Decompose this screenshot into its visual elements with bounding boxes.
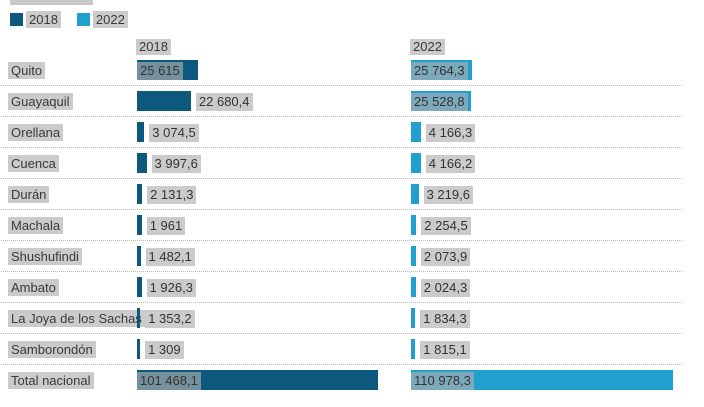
title-placeholder-bar: [10, 0, 93, 5]
value-label-2018: 22 680,4: [195, 93, 253, 111]
chart-row: Guayaquil 22 680,4 25 528,8: [0, 86, 704, 117]
legend: 2018 2022: [10, 11, 128, 28]
bar-2018: [137, 153, 147, 173]
bar-2022: [411, 246, 416, 266]
legend-swatch-2018: [10, 13, 23, 26]
value-label-2018: 1 926,3: [146, 279, 196, 297]
chart-row: Cuenca 3 997,6 4 166,2: [0, 148, 704, 179]
row-label: Durán: [8, 186, 50, 203]
value-label-2018: 2 131,3: [147, 186, 197, 204]
chart-row: Quito 25 615 25 764,3: [0, 55, 704, 86]
value-label-2022: 110 978,3: [411, 372, 474, 390]
row-label: La Joya de los Sachas: [8, 310, 145, 327]
value-label-2018: 101 468,1: [137, 372, 201, 390]
legend-label: 2018: [26, 11, 61, 28]
chart-row: Orellana 3 074,5 4 166,3: [0, 117, 704, 148]
column-header-2018: 2018: [136, 39, 171, 55]
value-label-2018: 25 615: [137, 62, 183, 80]
row-label: Samborondón: [8, 341, 96, 358]
value-label-2022: 4 166,3: [425, 124, 476, 142]
bar-2018: [137, 277, 142, 297]
bar-2022: [411, 277, 416, 297]
bar-2018: [137, 184, 143, 204]
value-label-2022: 25 528,8: [411, 93, 468, 111]
value-label-2018: 1 353,2: [145, 310, 195, 328]
value-label-2022: 2 024,3: [420, 279, 471, 297]
row-label: Machala: [8, 217, 64, 234]
bar-2018: [137, 215, 142, 235]
chart-row: La Joya de los Sachas 1 353,2 1 834,3: [0, 303, 704, 334]
value-label-2018: 1 482,1: [145, 248, 195, 266]
bar-2018: [137, 91, 191, 111]
value-label-2022: 3 219,6: [423, 186, 473, 204]
bar-2022: [411, 153, 421, 173]
bar-2022: [411, 370, 673, 390]
chart-row: Ambato 1 926,3 2 024,3: [0, 272, 704, 303]
row-label: Orellana: [8, 124, 64, 141]
row-label: Total nacional: [8, 372, 94, 389]
value-label-2018: 1 309: [145, 341, 184, 359]
bar-2018: [137, 308, 141, 328]
bar-2022: [411, 308, 416, 328]
legend-swatch-2022: [76, 13, 90, 26]
value-label-2022: 1 834,3: [420, 310, 470, 328]
bar-2018: [137, 246, 141, 266]
value-label-2022: 2 254,5: [421, 217, 471, 235]
value-label-2022: 2 073,9: [420, 248, 471, 266]
row-label: Shushufindi: [8, 248, 82, 265]
row-label: Guayaquil: [8, 93, 73, 110]
bar-2018: [137, 339, 141, 359]
value-label-2022: 25 764,3: [411, 62, 468, 80]
value-label-2018: 3 997,6: [151, 155, 201, 173]
bar-2022: [411, 339, 416, 359]
bar-2022: [411, 184, 419, 204]
bar-2018: [137, 122, 145, 142]
value-label-2018: 1 961: [146, 217, 186, 235]
column-header-2022: 2022: [410, 39, 445, 55]
row-label: Quito: [8, 62, 46, 79]
legend-item-2018: 2018: [10, 11, 61, 28]
value-label-2022: 4 166,2: [425, 155, 476, 173]
value-label-2018: 3 074,5: [149, 124, 199, 142]
chart-row: Total nacional 101 468,1 110 978,3: [0, 365, 704, 396]
chart-row: Shushufindi 1 482,1 2 073,9: [0, 241, 704, 272]
row-label: Ambato: [8, 279, 59, 296]
chart-row: Samborondón 1 309 1 815,1: [0, 334, 704, 365]
bar-2022: [411, 215, 417, 235]
bar-rows: Quito 25 615 25 764,3 Guayaquil 22 680,4 25 5…: [0, 55, 704, 396]
chart-row: Durán 2 131,3 3 219,6: [0, 179, 704, 210]
chart-row: Machala 1 961 2 254,5: [0, 210, 704, 241]
value-label-2022: 1 815,1: [420, 341, 470, 359]
row-label: Cuenca: [8, 155, 59, 172]
legend-item-2022: 2022: [76, 11, 128, 28]
bar-2022: [411, 122, 421, 142]
legend-label: 2022: [92, 11, 128, 28]
